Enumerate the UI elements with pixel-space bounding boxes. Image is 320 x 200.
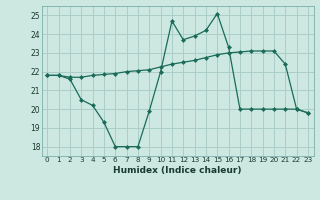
X-axis label: Humidex (Indice chaleur): Humidex (Indice chaleur) bbox=[113, 166, 242, 175]
